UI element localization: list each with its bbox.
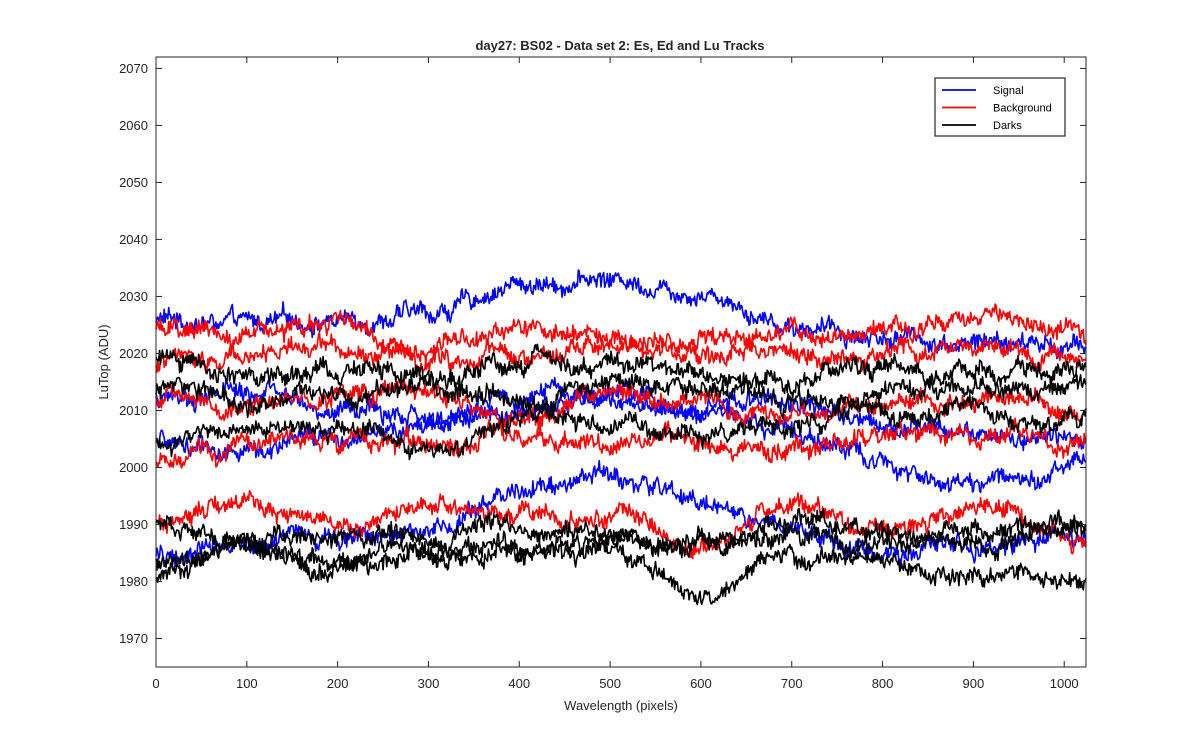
series-darks-line (155, 394, 1087, 461)
series-background-line (155, 377, 1087, 431)
x-tick-label: 400 (508, 676, 530, 691)
y-tick-label: 2020 (119, 346, 148, 361)
x-axis: 0 100 200 300 400 500 600 700 800 900 1000 (152, 57, 1079, 691)
legend: Signal Background Darks (934, 77, 1066, 137)
y-tick-label: 1970 (119, 631, 148, 646)
y-tick-label: 2030 (119, 289, 148, 304)
y-tick-label: 2070 (119, 61, 148, 76)
x-axis-label: Wavelength (pixels) (564, 698, 678, 713)
series-background-line (155, 331, 1087, 376)
y-tick-label: 2050 (119, 175, 148, 190)
series-signal-line (155, 459, 1087, 568)
legend-label-darks: Darks (993, 120, 1022, 132)
series-darks-line (155, 530, 1087, 606)
x-tick-label: 900 (963, 676, 985, 691)
x-tick-label: 600 (690, 676, 712, 691)
y-tick-label: 1980 (119, 574, 148, 589)
x-tick-label: 700 (781, 676, 803, 691)
y-tick-label: 1990 (119, 517, 148, 532)
series-background-line (155, 303, 1087, 363)
x-tick-label: 800 (872, 676, 894, 691)
series-darks-line (155, 509, 1087, 573)
plot-traces (155, 269, 1087, 606)
series-background-line (155, 417, 1087, 469)
chart-title: day27: BS02 - Data set 2: Es, Ed and Lu … (475, 38, 764, 53)
series-background-line (155, 489, 1087, 560)
y-tick-label: 2000 (119, 460, 148, 475)
x-tick-label: 100 (236, 676, 258, 691)
plot-frame (155, 56, 1087, 668)
y-axis: 1970 1980 1990 2000 2010 2020 2030 2040 2050 2060… (119, 61, 1086, 646)
y-tick-label: 2060 (119, 118, 148, 133)
x-tick-label: 0 (152, 676, 159, 691)
series-darks-line (155, 372, 1087, 420)
y-tick-label: 2010 (119, 403, 148, 418)
legend-label-signal: Signal (993, 85, 1024, 97)
x-tick-label: 500 (599, 676, 621, 691)
x-tick-label: 200 (327, 676, 349, 691)
legend-label-background: Background (993, 103, 1052, 115)
y-axis-label: LuTop (ADU) (96, 324, 111, 399)
x-tick-label: 1000 (1050, 676, 1079, 691)
x-tick-label: 300 (418, 676, 440, 691)
y-tick-label: 2040 (119, 232, 148, 247)
